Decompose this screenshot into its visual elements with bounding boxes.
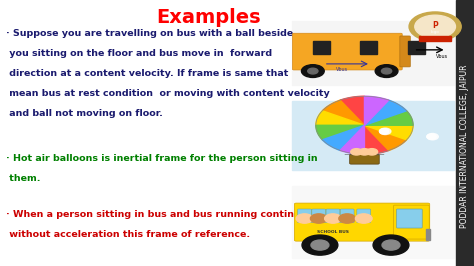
FancyBboxPatch shape bbox=[350, 154, 379, 164]
Circle shape bbox=[373, 235, 409, 255]
Circle shape bbox=[415, 15, 456, 38]
Circle shape bbox=[380, 129, 388, 134]
Text: · When a person sitting in bus and bus running continually: · When a person sitting in bus and bus r… bbox=[6, 210, 319, 219]
Text: P: P bbox=[432, 21, 438, 30]
Bar bbox=[313, 41, 330, 55]
FancyBboxPatch shape bbox=[326, 209, 340, 223]
Text: you sitting on the floor and bus move in  forward: you sitting on the floor and bus move in… bbox=[6, 49, 272, 58]
Bar bbox=[360, 41, 377, 55]
Circle shape bbox=[427, 134, 436, 139]
Circle shape bbox=[308, 68, 318, 74]
Bar bbox=[296, 43, 399, 52]
Text: them.: them. bbox=[6, 174, 40, 183]
Polygon shape bbox=[316, 125, 365, 140]
FancyBboxPatch shape bbox=[400, 36, 410, 67]
Text: without acceleration this frame of reference.: without acceleration this frame of refer… bbox=[6, 230, 250, 239]
Text: · Hot air balloons is inertial frame for the person sitting in: · Hot air balloons is inertial frame for… bbox=[6, 154, 317, 163]
FancyBboxPatch shape bbox=[292, 33, 402, 70]
Text: Examples: Examples bbox=[156, 8, 261, 27]
Bar bbox=[292, 101, 454, 170]
Circle shape bbox=[296, 214, 313, 223]
Polygon shape bbox=[365, 125, 413, 140]
Polygon shape bbox=[365, 96, 389, 125]
Polygon shape bbox=[365, 125, 407, 151]
Text: PODDAR INTERNATIONAL COLLEGE, JAIPUR: PODDAR INTERNATIONAL COLLEGE, JAIPUR bbox=[461, 65, 469, 228]
Circle shape bbox=[375, 65, 398, 77]
Circle shape bbox=[311, 240, 329, 250]
Circle shape bbox=[382, 68, 392, 74]
FancyBboxPatch shape bbox=[298, 209, 311, 223]
Circle shape bbox=[380, 129, 389, 134]
Circle shape bbox=[302, 235, 338, 255]
FancyBboxPatch shape bbox=[312, 209, 326, 223]
Bar bbox=[456, 0, 474, 266]
Circle shape bbox=[366, 149, 378, 155]
Circle shape bbox=[359, 149, 370, 155]
Polygon shape bbox=[365, 125, 389, 154]
FancyBboxPatch shape bbox=[397, 209, 422, 228]
Circle shape bbox=[427, 134, 438, 140]
FancyBboxPatch shape bbox=[340, 209, 354, 223]
Circle shape bbox=[325, 214, 341, 223]
Text: direction at a content velocity. If frame is same that: direction at a content velocity. If fram… bbox=[6, 69, 288, 78]
Circle shape bbox=[380, 128, 391, 135]
Polygon shape bbox=[322, 125, 365, 151]
Text: Vbus: Vbus bbox=[336, 66, 348, 72]
Bar bbox=[292, 186, 454, 258]
Polygon shape bbox=[340, 125, 365, 154]
FancyBboxPatch shape bbox=[393, 205, 429, 239]
FancyBboxPatch shape bbox=[294, 203, 430, 241]
Bar bbox=[419, 36, 451, 41]
Text: · Suppose you are travelling on bus with a ball beside: · Suppose you are travelling on bus with… bbox=[6, 29, 293, 38]
Polygon shape bbox=[322, 100, 365, 125]
Polygon shape bbox=[365, 111, 413, 125]
Bar bbox=[408, 41, 425, 55]
Text: mean bus at rest condition  or moving with content velocity: mean bus at rest condition or moving wit… bbox=[6, 89, 329, 98]
Text: logo: logo bbox=[431, 30, 439, 34]
Circle shape bbox=[427, 134, 437, 139]
Circle shape bbox=[409, 12, 461, 41]
Text: Vbus: Vbus bbox=[436, 54, 448, 59]
Circle shape bbox=[351, 149, 362, 155]
Circle shape bbox=[301, 65, 324, 77]
Circle shape bbox=[382, 240, 400, 250]
Polygon shape bbox=[340, 96, 365, 125]
Bar bbox=[427, 229, 430, 240]
Bar bbox=[292, 21, 454, 85]
Text: and ball not moving on floor.: and ball not moving on floor. bbox=[6, 109, 163, 118]
Polygon shape bbox=[316, 111, 365, 125]
Circle shape bbox=[356, 214, 372, 223]
Circle shape bbox=[339, 214, 356, 223]
FancyBboxPatch shape bbox=[357, 209, 371, 223]
Circle shape bbox=[310, 214, 327, 223]
Polygon shape bbox=[365, 100, 407, 125]
Text: SCHOOL BUS: SCHOOL BUS bbox=[317, 230, 349, 234]
